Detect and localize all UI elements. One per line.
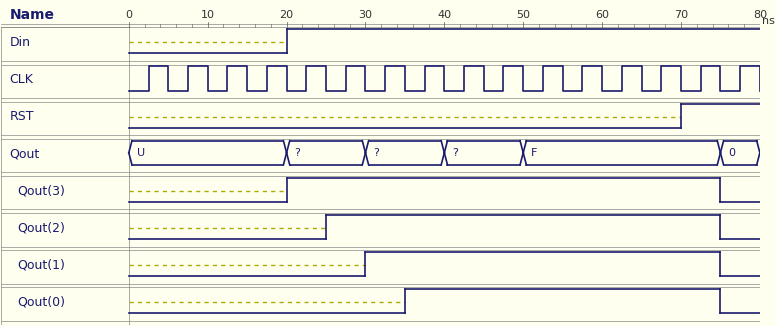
Text: 30: 30: [359, 10, 372, 20]
Text: 20: 20: [279, 10, 293, 20]
Text: Qout(3): Qout(3): [17, 185, 65, 197]
Text: ?: ?: [373, 148, 379, 158]
Text: Din: Din: [9, 36, 30, 49]
Text: Name: Name: [9, 8, 54, 22]
Text: CLK: CLK: [9, 73, 33, 86]
Text: ns: ns: [762, 16, 775, 25]
Text: Qout(1): Qout(1): [17, 259, 65, 272]
Text: ?: ?: [452, 148, 458, 158]
Text: U: U: [137, 148, 145, 158]
Text: Qout(0): Qout(0): [17, 296, 65, 309]
Text: 60: 60: [595, 10, 609, 20]
Text: F: F: [531, 148, 538, 158]
Text: 50: 50: [516, 10, 530, 20]
Text: Qout: Qout: [9, 147, 40, 160]
Text: 0: 0: [729, 148, 736, 158]
Text: 0: 0: [125, 10, 133, 20]
Text: 10: 10: [201, 10, 215, 20]
Text: 40: 40: [437, 10, 452, 20]
Text: Qout(2): Qout(2): [17, 221, 65, 234]
Text: ?: ?: [294, 148, 300, 158]
Text: 80: 80: [753, 10, 767, 20]
Text: 70: 70: [674, 10, 688, 20]
Text: RST: RST: [9, 110, 34, 123]
